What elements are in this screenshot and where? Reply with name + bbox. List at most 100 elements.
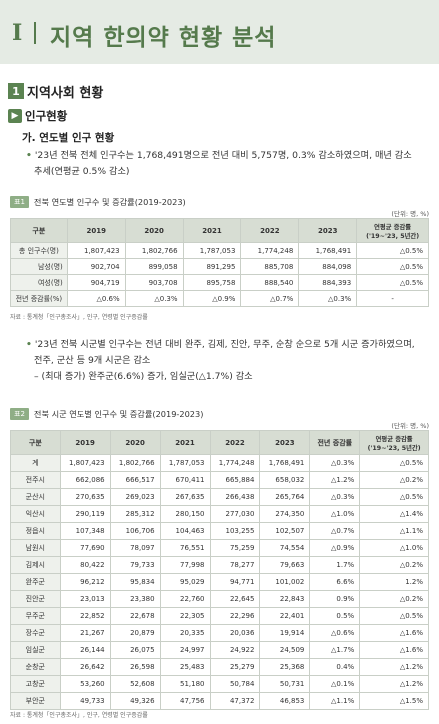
table2-cell: 670,411 [159, 471, 211, 489]
section-number: 1 [8, 83, 24, 99]
table2-row-label: 계 [10, 454, 61, 472]
table2-cell: △0.5% [359, 488, 429, 506]
table2-cell: 20,879 [109, 624, 161, 642]
table2-cell: 79,663 [259, 556, 311, 574]
table2-cell: 24,997 [159, 641, 211, 659]
table2-header-row: 구분 2019 2020 2021 2022 2023 전년 증감률 연평균 증감률 ('19… [10, 430, 429, 455]
table2-cell: 79,733 [109, 556, 161, 574]
table1-source: 자료 : 통계청「인구총조사」, 인구, 연령별 인구증감률 [10, 314, 148, 321]
table2-cell: 274,350 [259, 505, 311, 523]
table2-cell: △1.6% [359, 641, 429, 659]
table2-cell: 52,608 [109, 675, 161, 693]
table2-cell: 1,787,053 [159, 454, 211, 472]
table1-caption: 표1 전북 연도별 인구수 및 증감률(2019-2023) [10, 196, 186, 208]
table2-cell: 50,731 [259, 675, 311, 693]
table1-cell: △0.9% [182, 290, 242, 307]
table2-row: 순창군 26,642 26,598 25,483 25,279 25,368 0.4% △1.… [10, 658, 429, 676]
table2-cell: 269,023 [109, 488, 161, 506]
table2-row: 임실군 26,144 26,075 24,997 24,922 24,509 △1.7% △1… [10, 641, 429, 659]
subsection-heading: ▶ 인구현황 [8, 108, 67, 124]
table1-cell: 884,393 [298, 274, 358, 291]
table2-row-label: 진안군 [10, 590, 61, 608]
table1-cell: 1,807,423 [66, 242, 126, 259]
table2-cell: 19,914 [259, 624, 311, 642]
table2-cell: 1,807,423 [59, 454, 111, 472]
bullet1-line2: 추세(연평균 0.5% 감소) [34, 166, 130, 177]
table2-cell: 22,296 [209, 607, 261, 625]
table1-cell: 1,774,248 [240, 242, 300, 259]
section-title: 지역사회 현황 [27, 85, 104, 101]
table1-cell: 902,704 [66, 258, 126, 275]
table1-cell: △0.7% [240, 290, 300, 307]
table2-cell: 6.6% [309, 573, 361, 591]
table2-cell: 107,348 [59, 522, 111, 540]
chapter-number: I [12, 20, 23, 46]
table2-cell: △0.3% [309, 454, 361, 472]
table1-cell: - [356, 290, 429, 307]
table1-cell: 904,719 [66, 274, 126, 291]
table2-cell: △1.6% [359, 624, 429, 642]
table2-cell: 23,380 [109, 590, 161, 608]
table2-cell: △1.2% [309, 471, 361, 489]
table2-header-cell: 전년 증감률 [309, 430, 361, 455]
bullet-paragraph-2: • '23년 전북 시군별 인구수는 전년 대비 완주, 김제, 진안, 무주, … [26, 337, 436, 385]
table2-header-cell: 2022 [209, 430, 261, 455]
bullet-dot-icon: • [26, 339, 32, 350]
table1-cell: 1,787,053 [182, 242, 242, 259]
table1-cell: 895,758 [182, 274, 242, 291]
table2-cell: 662,086 [59, 471, 111, 489]
table2-cell: 1.7% [309, 556, 361, 574]
table1-cell: 885,708 [240, 258, 300, 275]
table1-cell: 888,540 [240, 274, 300, 291]
table2-row-label: 남원시 [10, 539, 61, 557]
table1-header-cell: 2023 [298, 218, 358, 243]
table2-cell: 77,998 [159, 556, 211, 574]
table2-header-cell: 2019 [59, 430, 111, 455]
table2-cell: 666,517 [109, 471, 161, 489]
table2-caption-text: 전북 시군 연도별 인구수 및 증감률(2019-2023) [33, 409, 204, 419]
table2-cell: △0.3% [309, 488, 361, 506]
table2-cell: 20,036 [209, 624, 261, 642]
table1-cell: △0.5% [356, 274, 429, 291]
chapter-header: I 지역 한의약 현황 분석 [0, 0, 439, 64]
table2-cell: 290,119 [59, 505, 111, 523]
table2-cell: 22,760 [159, 590, 211, 608]
table1-header-cell: 2021 [182, 218, 242, 243]
table2-cell: 0.9% [309, 590, 361, 608]
table2-cell: 21,267 [59, 624, 111, 642]
table2-cell: △0.2% [359, 471, 429, 489]
table2-cell: 50,784 [209, 675, 261, 693]
table2-cell: 22,678 [109, 607, 161, 625]
table2-cell: 22,305 [159, 607, 211, 625]
table1-cell: △0.6% [66, 290, 126, 307]
table2-cell: 1,774,248 [209, 454, 261, 472]
table2-cell: 53,260 [59, 675, 111, 693]
header-divider [34, 22, 36, 44]
table1-tag: 표1 [10, 196, 29, 208]
table2-header-cell: 2020 [109, 430, 161, 455]
table2-cell: 95,834 [109, 573, 161, 591]
table2-cell: 22,401 [259, 607, 311, 625]
table2-cell: 20,335 [159, 624, 211, 642]
table2-cell: 101,002 [259, 573, 311, 591]
bullet2-line2: 전주, 군산 등 9개 시군은 감소 [34, 355, 151, 366]
table2-source: 자료 : 통계청「인구총조사」, 인구, 연령별 인구증감률 [10, 712, 148, 719]
table2-cell: △0.2% [359, 556, 429, 574]
table2-cell: 0.5% [309, 607, 361, 625]
table2-cell: 106,706 [109, 522, 161, 540]
table2-row: 정읍시 107,348 106,706 104,463 103,255 102,507 △0… [10, 522, 429, 540]
table1-header-cell: 구분 [10, 218, 68, 243]
table1-cell: 1,802,766 [124, 242, 184, 259]
table2-cell: △0.1% [309, 675, 361, 693]
table2-cell: △1.7% [309, 641, 361, 659]
table2-cell: 265,764 [259, 488, 311, 506]
table2-row: 군산시 270,635 269,023 267,635 266,438 265,764 △0… [10, 488, 429, 506]
table2-row: 진안군 23,013 23,380 22,760 22,645 22,843 0.9% △0.… [10, 590, 429, 608]
table1: 구분 2019 2020 2021 2022 2023 연평균 증감률 ('19~'23, … [10, 218, 429, 307]
table2-cell: △0.2% [359, 590, 429, 608]
table1-header-cell: 2019 [66, 218, 126, 243]
table1-header-cell: 2020 [124, 218, 184, 243]
table1-cell: 899,058 [124, 258, 184, 275]
table2-cell: 23,013 [59, 590, 111, 608]
